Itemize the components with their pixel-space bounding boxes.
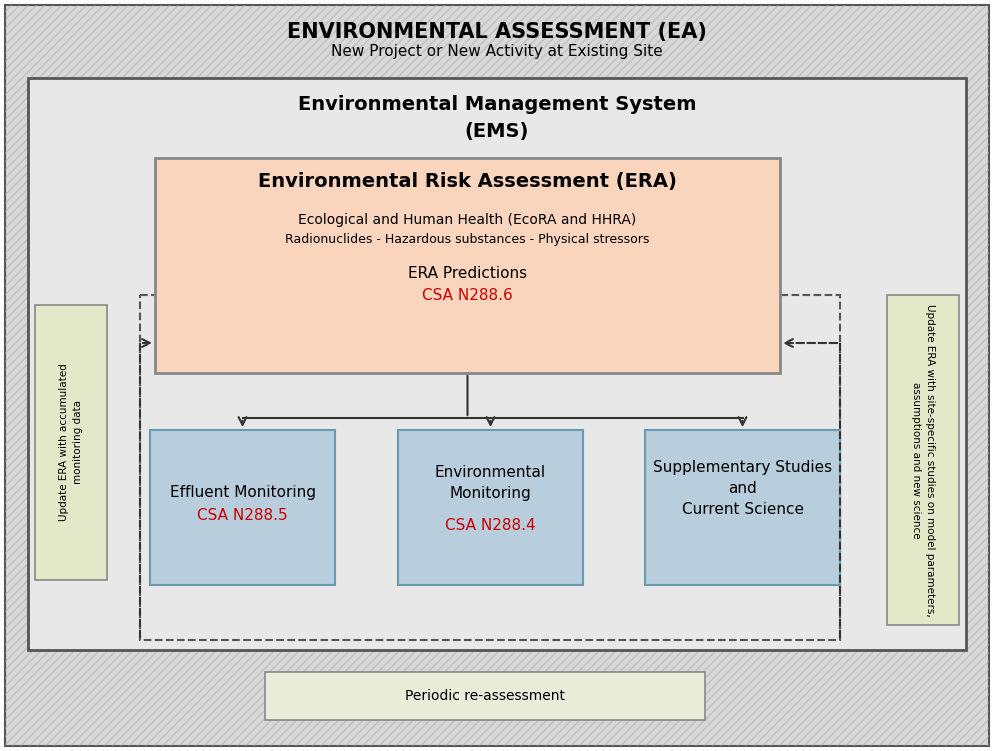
Text: Effluent Monitoring: Effluent Monitoring <box>170 485 315 500</box>
Text: Update ERA with site-specific studies on model parameters,
assumptions and new s: Update ERA with site-specific studies on… <box>911 303 934 617</box>
Bar <box>887 295 959 625</box>
Text: Periodic re-assessment: Periodic re-assessment <box>405 689 565 703</box>
Text: Supplementary Studies
and
Current Science: Supplementary Studies and Current Scienc… <box>653 460 832 517</box>
Bar <box>140 295 840 640</box>
Text: ERA Predictions: ERA Predictions <box>408 266 527 281</box>
Bar <box>155 158 780 373</box>
Text: Radionuclides - Hazardous substances - Physical stressors: Radionuclides - Hazardous substances - P… <box>285 233 650 246</box>
Text: CSA N288.5: CSA N288.5 <box>197 508 288 523</box>
Text: ENVIRONMENTAL ASSESSMENT (EA): ENVIRONMENTAL ASSESSMENT (EA) <box>287 22 707 42</box>
Bar <box>398 430 583 585</box>
Bar <box>645 430 840 585</box>
Text: CSA N288.4: CSA N288.4 <box>445 518 536 533</box>
Bar <box>35 305 107 580</box>
Text: Environmental Risk Assessment (ERA): Environmental Risk Assessment (ERA) <box>258 172 677 191</box>
Bar <box>150 430 335 585</box>
Bar <box>265 672 705 720</box>
Text: CSA N288.6: CSA N288.6 <box>422 288 513 303</box>
Text: New Project or New Activity at Existing Site: New Project or New Activity at Existing … <box>331 44 663 59</box>
Text: Update ERA with accumulated
monitoring data: Update ERA with accumulated monitoring d… <box>60 363 83 521</box>
Text: Ecological and Human Health (EcoRA and HHRA): Ecological and Human Health (EcoRA and H… <box>298 213 636 227</box>
Bar <box>28 78 966 650</box>
Text: Environmental
Monitoring: Environmental Monitoring <box>435 465 546 501</box>
Text: Environmental Management System
(EMS): Environmental Management System (EMS) <box>298 95 696 140</box>
